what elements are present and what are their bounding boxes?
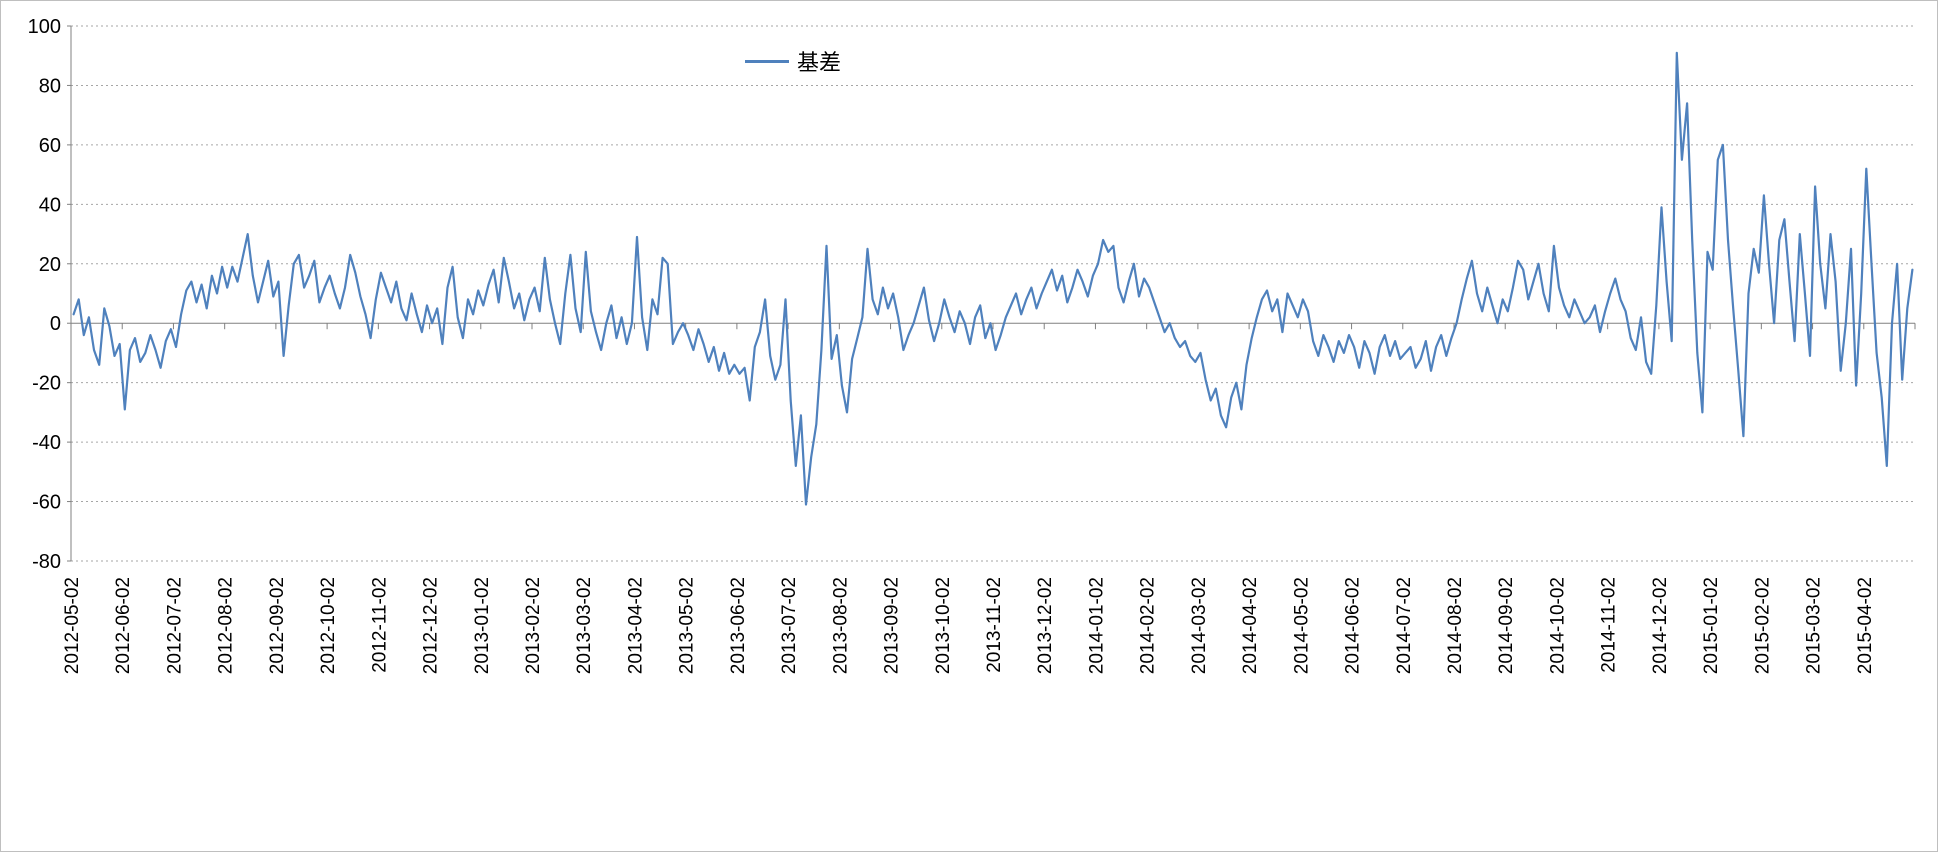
- svg-text:2013-04-02: 2013-04-02: [625, 577, 646, 674]
- svg-text:2013-02-02: 2013-02-02: [523, 577, 544, 674]
- svg-text:2013-03-02: 2013-03-02: [574, 577, 595, 674]
- svg-text:2014-01-02: 2014-01-02: [1086, 577, 1107, 674]
- svg-text:2013-11-02: 2013-11-02: [984, 577, 1005, 673]
- svg-text:2015-01-02: 2015-01-02: [1701, 577, 1722, 674]
- svg-text:2015-04-02: 2015-04-02: [1855, 577, 1876, 674]
- svg-text:2013-06-02: 2013-06-02: [728, 577, 749, 674]
- svg-text:2013-09-02: 2013-09-02: [882, 577, 903, 674]
- svg-text:2014-02-02: 2014-02-02: [1138, 577, 1159, 674]
- svg-text:2015-02-02: 2015-02-02: [1752, 577, 1773, 674]
- svg-text:2012-12-02: 2012-12-02: [421, 577, 442, 674]
- svg-text:100: 100: [28, 16, 61, 38]
- svg-text:2013-12-02: 2013-12-02: [1035, 577, 1056, 674]
- svg-text:2013-08-02: 2013-08-02: [830, 577, 851, 674]
- svg-text:2012-08-02: 2012-08-02: [216, 577, 237, 674]
- legend-line-swatch: [745, 59, 789, 63]
- svg-text:2014-03-02: 2014-03-02: [1189, 577, 1210, 674]
- svg-text:40: 40: [39, 194, 61, 216]
- svg-text:2013-01-02: 2013-01-02: [472, 577, 493, 674]
- svg-text:2013-10-02: 2013-10-02: [933, 577, 954, 674]
- svg-text:2014-08-02: 2014-08-02: [1445, 577, 1466, 674]
- svg-text:2012-10-02: 2012-10-02: [318, 577, 339, 674]
- svg-text:2013-05-02: 2013-05-02: [677, 577, 698, 674]
- svg-text:-20: -20: [32, 373, 61, 395]
- svg-text:2012-06-02: 2012-06-02: [113, 577, 134, 674]
- legend: 基差: [745, 45, 841, 77]
- svg-text:-80: -80: [32, 551, 61, 573]
- svg-text:2014-05-02: 2014-05-02: [1291, 577, 1312, 674]
- svg-text:2013-07-02: 2013-07-02: [779, 577, 800, 674]
- svg-text:2012-05-02: 2012-05-02: [62, 577, 83, 674]
- svg-text:20: 20: [39, 254, 61, 276]
- svg-text:2014-12-02: 2014-12-02: [1650, 577, 1671, 674]
- svg-text:0: 0: [50, 313, 61, 335]
- svg-text:2014-09-02: 2014-09-02: [1496, 577, 1517, 674]
- svg-text:2012-09-02: 2012-09-02: [267, 577, 288, 674]
- svg-text:2015-03-02: 2015-03-02: [1804, 577, 1825, 674]
- svg-text:80: 80: [39, 75, 61, 97]
- svg-text:2012-11-02: 2012-11-02: [369, 577, 390, 673]
- svg-text:2014-10-02: 2014-10-02: [1547, 577, 1568, 674]
- svg-text:2012-07-02: 2012-07-02: [164, 577, 185, 674]
- svg-text:-60: -60: [32, 492, 61, 514]
- svg-text:2014-11-02: 2014-11-02: [1599, 577, 1620, 673]
- legend-series-label: 基差: [797, 50, 842, 75]
- svg-text:60: 60: [39, 135, 61, 157]
- svg-text:-40: -40: [32, 432, 61, 454]
- svg-text:2014-04-02: 2014-04-02: [1240, 577, 1261, 674]
- svg-text:2014-07-02: 2014-07-02: [1394, 577, 1415, 674]
- svg-text:2014-06-02: 2014-06-02: [1343, 577, 1364, 674]
